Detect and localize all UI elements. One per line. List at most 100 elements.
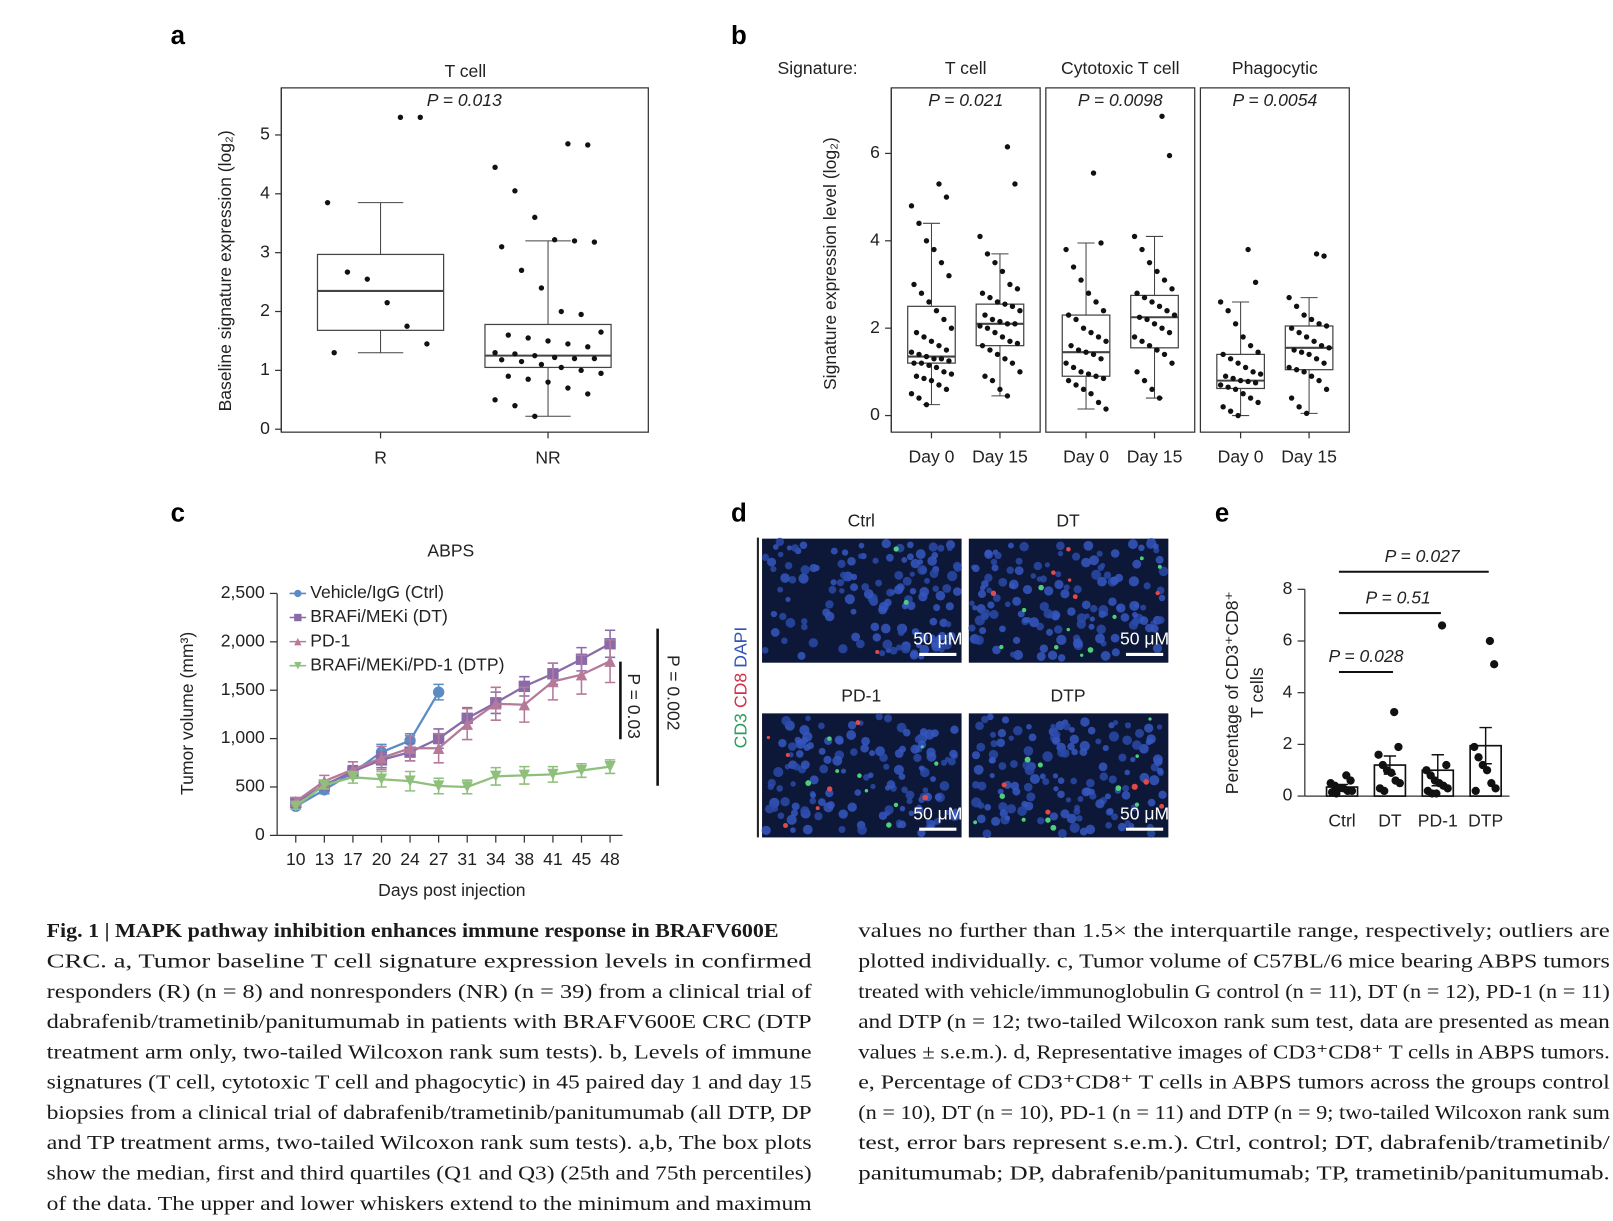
- point: [1095, 399, 1102, 406]
- caption-line: e, Percentage of CD3⁺CD8⁺ T cells in ABP…: [858, 1072, 1610, 1094]
- cell: [1110, 549, 1120, 558]
- cell: [911, 628, 920, 636]
- point: [1065, 377, 1072, 384]
- point: [931, 246, 937, 253]
- cell: [791, 802, 800, 811]
- point: [1293, 303, 1300, 310]
- cell: [1121, 791, 1131, 800]
- cell: [987, 713, 994, 721]
- point: [943, 347, 950, 353]
- cell: [1156, 724, 1163, 730]
- cell: [979, 585, 986, 591]
- point: [1380, 786, 1389, 796]
- cell: [1055, 571, 1062, 578]
- cell: [798, 573, 809, 584]
- cell: [861, 736, 870, 746]
- point: [1437, 621, 1447, 630]
- cell: [793, 763, 801, 771]
- point: [916, 220, 922, 227]
- cell: [785, 596, 791, 603]
- cell: [1099, 772, 1108, 781]
- cell: [997, 788, 1004, 795]
- point: [331, 350, 337, 356]
- cell: [1004, 815, 1011, 821]
- point: [558, 308, 564, 315]
- cell: [857, 553, 864, 559]
- cell: [1128, 576, 1140, 587]
- legend-marker: [294, 589, 302, 598]
- cell: [1147, 798, 1156, 807]
- cell: [935, 635, 943, 643]
- cell: [823, 802, 834, 813]
- point: [1080, 325, 1087, 331]
- cell: [795, 750, 804, 758]
- stain: CD8: [730, 673, 750, 708]
- cell: [1063, 722, 1071, 731]
- cell: [863, 589, 874, 599]
- point: [512, 351, 518, 357]
- cell: [953, 813, 959, 820]
- point: [1220, 351, 1226, 358]
- point: [1159, 113, 1165, 119]
- cell: [1036, 576, 1042, 582]
- point: [324, 199, 331, 206]
- point: [1390, 707, 1399, 717]
- point: [1169, 286, 1175, 292]
- cell: [844, 594, 855, 605]
- cell: [1052, 773, 1059, 779]
- point: [936, 181, 942, 187]
- y-tick-label: 8: [1283, 578, 1293, 598]
- cell-stained: [934, 761, 939, 766]
- cell: [788, 576, 797, 584]
- caption-line: values ± s.e.m.). d, Representative imag…: [858, 1041, 1610, 1063]
- caption-line: values no further than 1.5× the interqua…: [858, 920, 1610, 942]
- point: [1159, 325, 1165, 331]
- cell: [998, 577, 1008, 587]
- x-axis-label: Days post injection: [378, 880, 525, 900]
- marker: [318, 779, 331, 791]
- point: [545, 338, 551, 344]
- point: [1017, 369, 1023, 375]
- point: [551, 237, 558, 243]
- cell: [823, 755, 832, 764]
- point: [1323, 386, 1330, 393]
- point: [911, 360, 917, 366]
- cell-stained: [1159, 803, 1165, 809]
- cell: [1070, 777, 1078, 785]
- cell: [1039, 601, 1049, 612]
- cell: [932, 585, 939, 592]
- y-tick-label: 2: [1283, 733, 1293, 753]
- cell: [1073, 807, 1081, 815]
- cell: [973, 764, 984, 775]
- cell: [1081, 557, 1091, 568]
- cell: [791, 544, 799, 552]
- x-tick-label: 48: [600, 849, 620, 869]
- point: [938, 259, 945, 266]
- point: [1012, 181, 1018, 187]
- cell: [860, 744, 869, 753]
- point: [1321, 253, 1327, 259]
- point: [1063, 360, 1069, 366]
- point: [1301, 312, 1307, 318]
- cell: [929, 634, 936, 641]
- cell: [872, 557, 879, 564]
- legend-label: BRAFi/MEKi (DT): [310, 606, 448, 626]
- point: [1004, 321, 1011, 327]
- point: [1090, 351, 1097, 358]
- cell: [946, 631, 956, 641]
- cell: [935, 590, 946, 601]
- point: [1230, 375, 1236, 382]
- cell: [905, 790, 915, 800]
- point: [1217, 299, 1224, 305]
- box: [1216, 353, 1266, 390]
- point: [1085, 371, 1092, 377]
- cell: [1039, 773, 1046, 780]
- point: [938, 356, 945, 362]
- point: [585, 344, 591, 350]
- point: [1063, 246, 1069, 253]
- legend-label: Vehicle/IgG (Ctrl): [310, 582, 444, 602]
- cell: [1028, 733, 1037, 742]
- cell: [945, 621, 952, 628]
- cell: [1095, 633, 1105, 644]
